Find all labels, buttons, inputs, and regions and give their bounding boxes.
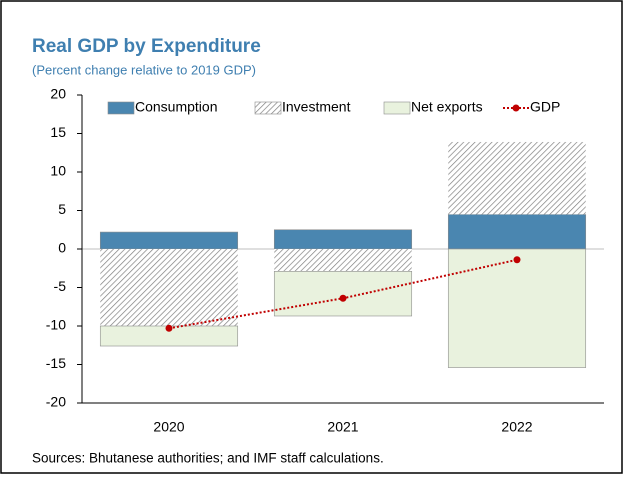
legend-swatch	[383, 101, 411, 115]
bar-segment	[448, 141, 586, 215]
y-tick-label: 15	[50, 124, 66, 140]
y-tick-label: -20	[46, 394, 66, 410]
legend-label: GDP	[530, 99, 560, 115]
legend-label: Net exports	[411, 99, 483, 115]
bar-segment	[273, 271, 413, 317]
chart-subtitle: (Percent change relative to 2019 GDP)	[32, 62, 256, 77]
y-tick-label: -10	[46, 317, 66, 333]
y-tick-label: 20	[50, 86, 66, 102]
x-tick-label: 2022	[501, 419, 532, 435]
y-tick-label: 10	[50, 163, 66, 179]
bar-segment	[100, 249, 238, 326]
y-tick-label: 5	[58, 201, 66, 217]
legend-marker	[512, 104, 520, 112]
legend-label: Investment	[282, 99, 351, 115]
x-tick-label: 2020	[153, 419, 184, 435]
bar-segment	[99, 231, 239, 250]
source-note: Sources: Bhutanese authorities; and IMF …	[32, 451, 384, 466]
line-point	[339, 294, 347, 302]
bar-segment	[274, 249, 412, 272]
line-point	[165, 324, 173, 332]
line-point	[513, 256, 521, 264]
y-tick-label: -5	[54, 278, 67, 294]
y-tick-label: 0	[58, 240, 66, 256]
bar-segment	[447, 214, 587, 250]
legend-label: Consumption	[135, 99, 218, 115]
chart-title: Real GDP by Expenditure	[32, 36, 261, 57]
bar-segment	[273, 229, 413, 250]
legend-swatch	[107, 101, 135, 115]
bar-segment	[447, 248, 587, 368]
legend-swatch	[254, 101, 282, 115]
x-tick-label: 2021	[327, 419, 358, 435]
y-tick-label: -15	[46, 355, 66, 371]
